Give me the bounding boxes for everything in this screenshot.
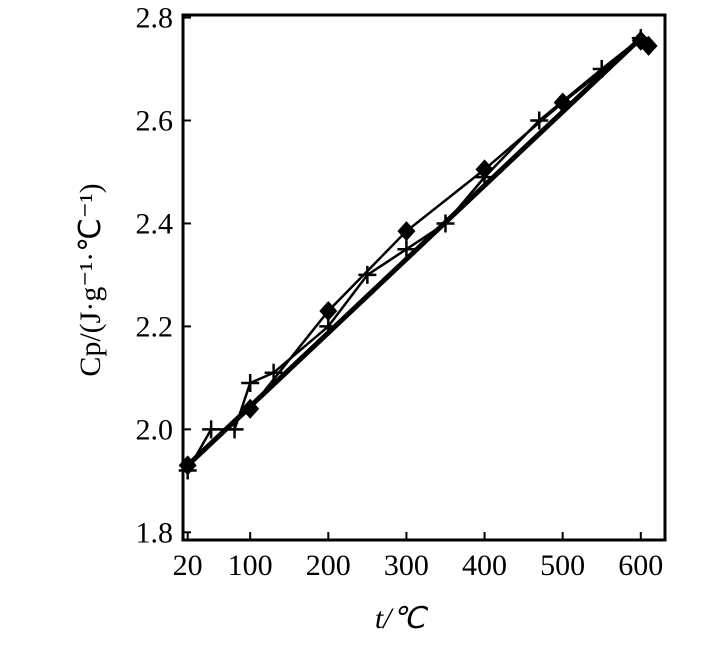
y-tick-label: 2.6 [136, 105, 174, 138]
y-tick-label: 1.8 [136, 516, 174, 549]
plus-marker [264, 363, 283, 382]
y-tick-label: 2.8 [136, 2, 174, 35]
plus-marker [397, 240, 416, 259]
diamond-marker [319, 300, 338, 321]
y-axis-label: Cp/(J·g⁻¹·℃⁻¹) [74, 183, 107, 376]
plus-marker [202, 420, 221, 439]
x-tick-label: 200 [306, 549, 351, 582]
plus-marker [358, 265, 377, 284]
plus-marker [241, 374, 260, 393]
x-tick-label: 20 [173, 549, 203, 582]
x-tick-label: 400 [462, 549, 507, 582]
y-tick-label: 2.0 [136, 413, 174, 446]
diamond-marker [397, 221, 416, 242]
x-axis-label: t/℃ [375, 602, 429, 635]
x-tick-label: 300 [384, 549, 429, 582]
plus-marker [631, 29, 650, 48]
diamond-marker [639, 35, 658, 56]
plus-marker [530, 111, 549, 130]
x-tick-label: 600 [618, 549, 663, 582]
plot-frame [181, 13, 667, 542]
y-tick-label: 2.2 [136, 310, 174, 343]
series-line [185, 36, 643, 468]
x-tick-label: 100 [228, 549, 273, 582]
x-tick-label: 500 [540, 549, 585, 582]
y-tick-label: 2.4 [136, 207, 174, 240]
